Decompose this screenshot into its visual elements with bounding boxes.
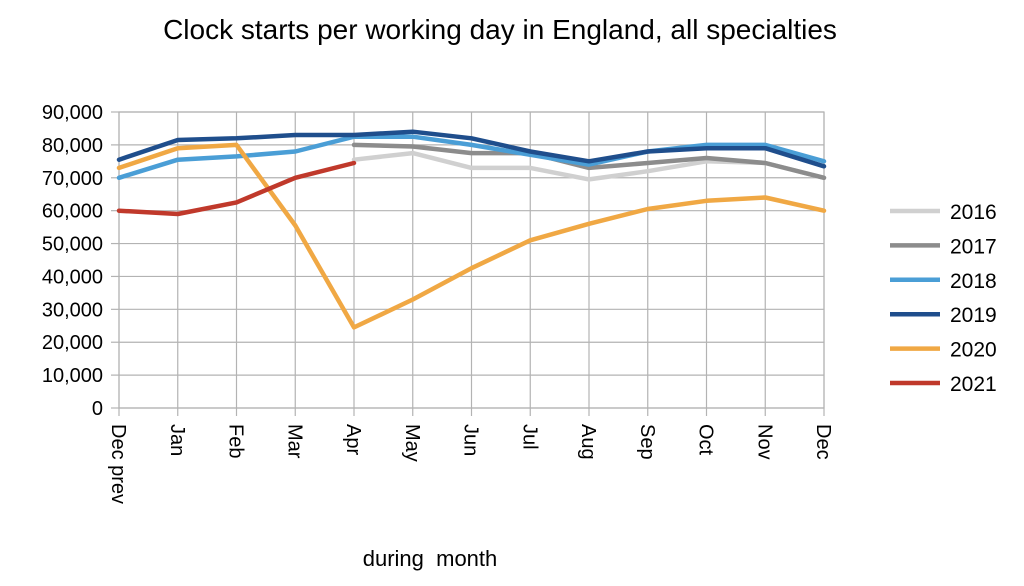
- series-line-2017: [351, 142, 827, 181]
- y-tick-label: 10,000: [42, 365, 103, 387]
- x-tick-label: Dec prev: [107, 424, 129, 504]
- y-tick-label: 80,000: [42, 135, 103, 157]
- x-tick-label: Jul: [518, 424, 540, 450]
- series-lines: [116, 129, 827, 330]
- x-tick-label: Apr: [342, 424, 364, 455]
- y-axis-ticks: 90,000 80,000 70,000 60,000 50,000 40,000 30,0…: [42, 102, 119, 420]
- series-line-2020: [116, 142, 827, 330]
- legend-label-2020: 2020: [950, 339, 997, 362]
- series-line-2019: [116, 129, 827, 169]
- legend-label-2016: 2016: [950, 201, 997, 224]
- x-tick-label: Nov: [753, 424, 775, 460]
- legend-label-2019: 2019: [950, 304, 997, 327]
- legend-label-2021: 2021: [950, 373, 997, 396]
- x-tick-label: Oct: [695, 424, 717, 456]
- x-tick-label: Dec: [812, 424, 834, 460]
- x-axis-label: during month: [362, 546, 498, 571]
- x-tick-label: Mar: [283, 424, 305, 459]
- y-tick-label: 0: [92, 398, 103, 420]
- series-line-2018: [116, 134, 827, 181]
- x-axis-ticks: Dec prev Jan Feb Mar Apr May Jun Jul Aug Sep Oct No…: [107, 408, 834, 504]
- x-tick-label: Jun: [460, 424, 482, 456]
- chart-title: Clock starts per working day in England,…: [163, 14, 837, 45]
- y-tick-label: 30,000: [42, 299, 103, 321]
- legend-label-2018: 2018: [950, 270, 997, 293]
- x-tick-label: Aug: [577, 424, 599, 460]
- y-tick-label: 50,000: [42, 234, 103, 256]
- legend: 2016 2017 2018 2019 2020 2021: [890, 201, 997, 396]
- y-tick-label: 60,000: [42, 201, 103, 223]
- series-line-2021: [116, 160, 357, 217]
- y-tick-label: 20,000: [42, 332, 103, 354]
- y-tick-label: 70,000: [42, 168, 103, 190]
- y-tick-label: 40,000: [42, 266, 103, 288]
- x-tick-label: Feb: [225, 424, 247, 458]
- x-tick-label: Jan: [166, 424, 188, 456]
- y-tick-label: 90,000: [42, 102, 103, 124]
- x-tick-label: Sep: [636, 424, 658, 460]
- x-tick-label: May: [401, 424, 423, 462]
- legend-label-2017: 2017: [950, 235, 997, 258]
